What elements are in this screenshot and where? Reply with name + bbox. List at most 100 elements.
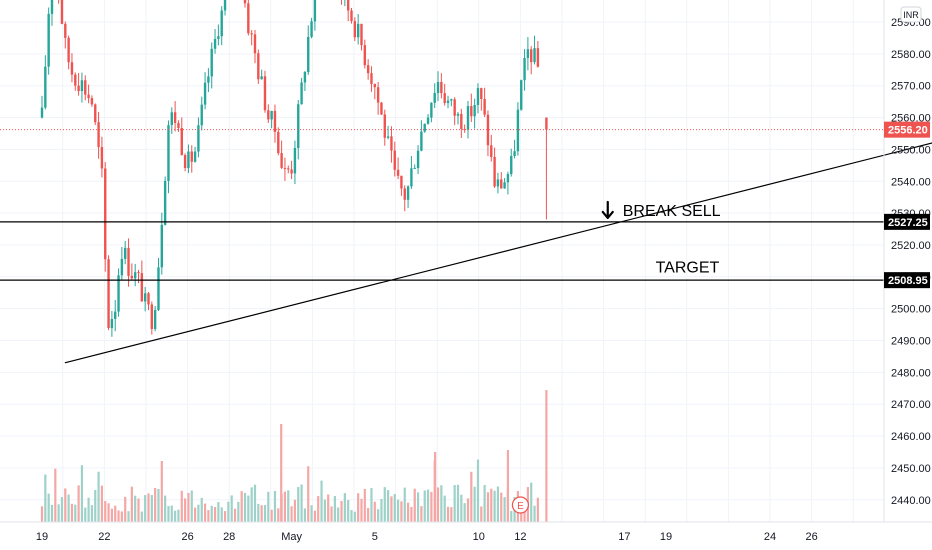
candle-body — [220, 10, 223, 37]
candle-body — [207, 76, 210, 83]
price-tick-label: 2540.00 — [891, 176, 931, 188]
price-tick-label: 2480.00 — [891, 367, 931, 379]
price-tick-label: 2440.00 — [891, 495, 931, 507]
last-price-tag-box — [884, 121, 930, 138]
candle-body — [80, 80, 84, 92]
volume-bar — [363, 488, 366, 522]
candle-body — [150, 304, 154, 329]
volume-bar — [174, 510, 177, 522]
candle-body — [130, 275, 134, 279]
candle-body — [127, 247, 130, 276]
candle-body — [493, 156, 496, 187]
volume-bar — [443, 495, 446, 522]
volume-bar — [184, 498, 187, 522]
currency-badge-label: INR — [903, 10, 919, 20]
candle-body — [143, 293, 147, 302]
last-price-tag-label: 2556.20 — [888, 125, 928, 137]
volume-bar — [450, 507, 453, 522]
volume-bar — [406, 502, 410, 522]
volume-bar — [54, 468, 57, 522]
volume-bar — [440, 485, 443, 522]
candle-body — [510, 156, 513, 175]
volume-bar — [530, 482, 533, 522]
candle-body — [463, 128, 466, 130]
volume-bar — [240, 491, 243, 522]
volume-bar — [416, 492, 420, 522]
candlesticks — [40, 0, 548, 337]
volume-bar — [496, 486, 500, 522]
candle-body — [420, 131, 423, 151]
volume-bar — [456, 484, 460, 522]
candle-body — [383, 114, 386, 138]
candle-body — [267, 110, 270, 120]
volume-bar — [297, 486, 300, 522]
candle-body — [160, 224, 164, 268]
volume-bar — [57, 504, 60, 522]
volume-bar — [120, 511, 123, 522]
volume-bar — [260, 505, 263, 522]
candle-body — [483, 98, 486, 115]
volume-bar — [253, 484, 257, 522]
candle-body — [526, 49, 530, 58]
volume-bar — [426, 489, 430, 522]
candle-body — [516, 109, 520, 152]
volume-bar — [300, 484, 303, 522]
volume-bar — [476, 459, 480, 522]
earnings-marker-circle[interactable] — [511, 496, 530, 514]
candle-body — [110, 319, 114, 329]
candle-body — [413, 167, 416, 169]
volume-bar — [157, 488, 160, 522]
candle-body — [223, 0, 227, 11]
candle-body — [466, 106, 470, 130]
candle-body — [124, 247, 127, 259]
candle-body — [60, 0, 64, 24]
volume-bar — [320, 480, 323, 522]
volume-bar — [453, 485, 456, 522]
volume-bar — [523, 511, 526, 522]
volume-bar — [337, 507, 340, 522]
earnings-marker[interactable]: E — [511, 496, 530, 514]
candle-body — [70, 62, 74, 75]
volume-bar — [147, 493, 150, 522]
volume-bar — [313, 510, 316, 522]
volume-bar — [94, 490, 97, 522]
price-axis[interactable]: 2440.00 2450.00 2460.00 2470.00 2480.00 2490.… — [891, 17, 931, 507]
volume-bar — [167, 505, 170, 522]
candle-body — [307, 36, 310, 73]
candle-body — [253, 34, 257, 54]
break-sell-label: BREAK SELL — [623, 203, 721, 220]
volume-bar — [107, 503, 110, 522]
time-axis[interactable]: 19 22 26 28 May 5 10 12 17 19 24 26 — [36, 531, 818, 543]
trendline[interactable] — [64, 137, 932, 364]
candle-body — [473, 104, 476, 117]
volume-bar — [350, 510, 353, 522]
volume-bar — [536, 497, 539, 522]
volume-bar — [137, 498, 140, 522]
volume-bar — [343, 493, 346, 522]
candle-body — [87, 94, 90, 99]
volume-bar — [217, 502, 220, 522]
volume-bar — [483, 484, 486, 522]
candle-body — [476, 88, 480, 105]
volume-bar — [180, 490, 183, 522]
candle-body — [287, 168, 290, 170]
candle-body — [173, 112, 177, 123]
time-tick-label: 19 — [660, 531, 672, 543]
currency-badge[interactable]: INR — [900, 6, 922, 23]
price-tick-label: 2550.00 — [891, 144, 931, 156]
candle-body — [117, 275, 120, 312]
time-tick-label: 22 — [98, 531, 110, 543]
candle-body — [77, 85, 80, 92]
volume-bar — [140, 511, 143, 522]
volume-bar — [77, 485, 80, 522]
candle-body — [100, 147, 104, 169]
volume-bar — [100, 485, 104, 522]
time-tick-label: 12 — [514, 531, 526, 543]
candle-body — [523, 57, 526, 81]
volume-bar — [380, 498, 383, 522]
volume-bar — [434, 452, 437, 522]
candle-body — [67, 37, 70, 63]
candle-body — [410, 168, 413, 187]
candle-body — [153, 309, 157, 329]
